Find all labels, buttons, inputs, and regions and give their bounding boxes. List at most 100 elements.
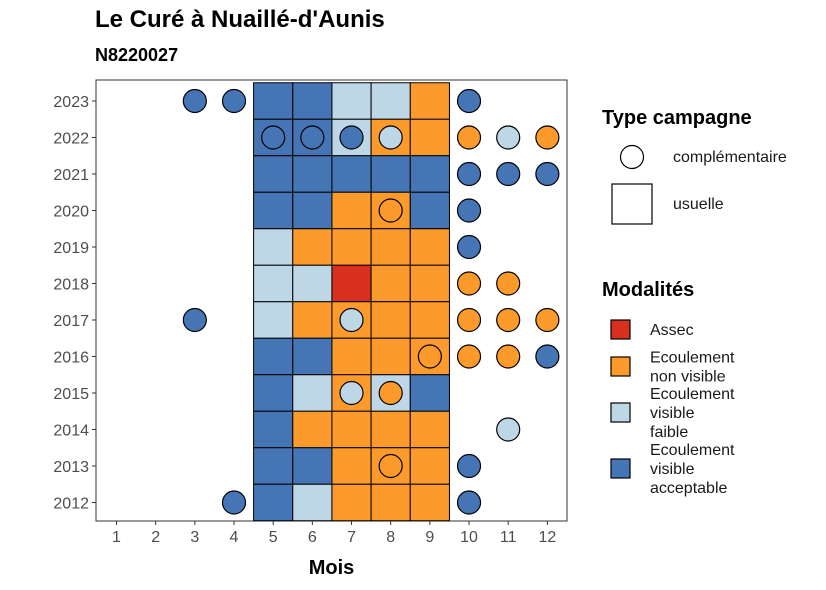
y-tick-label: 2017 [53, 313, 89, 330]
y-tick-label: 2015 [53, 386, 89, 403]
heatmap-tile [410, 156, 449, 193]
legend-modalite-label: visible [650, 461, 695, 478]
heatmap-tile [332, 484, 371, 521]
campaign-point [458, 163, 481, 186]
legend-square-symbol [612, 184, 652, 224]
campaign-point [458, 345, 481, 368]
campaign-point [536, 345, 559, 368]
heatmap-tile [254, 338, 293, 375]
x-tick-label: 7 [347, 529, 356, 546]
heatmap-tile [293, 411, 332, 448]
x-tick-label: 11 [500, 529, 517, 546]
heatmap-tile [371, 484, 410, 521]
x-axis-title: Mois [309, 557, 355, 579]
campaign-point [223, 90, 246, 113]
x-tick-label: 5 [269, 529, 278, 546]
heatmap-tile [332, 265, 371, 302]
legend-swatch [611, 403, 630, 422]
campaign-point [458, 199, 481, 222]
heatmap-tile [410, 83, 449, 120]
heatmap-tile [410, 484, 449, 521]
campaign-point [458, 455, 481, 478]
legend-modalite-label: Assec [650, 322, 694, 339]
legend-title-modalites: Modalités [602, 279, 694, 301]
heatmap-tile [410, 192, 449, 229]
campaign-point [379, 126, 402, 149]
campaign-point [497, 163, 520, 186]
campaign-point [340, 309, 363, 332]
campaign-point [458, 236, 481, 259]
heatmap-tile [332, 448, 371, 485]
campaign-point [301, 126, 324, 149]
x-tick-label: 12 [538, 529, 556, 546]
heatmap-tile [410, 411, 449, 448]
heatmap-tile [293, 156, 332, 193]
x-tick-label: 1 [112, 529, 121, 546]
heatmap-tile [254, 484, 293, 521]
campaign-point [379, 382, 402, 405]
campaign-point [379, 455, 402, 478]
campaign-point [497, 418, 520, 441]
y-tick-label: 2018 [53, 277, 89, 294]
heatmap-tile [332, 411, 371, 448]
heatmap-tile [332, 229, 371, 266]
heatmap-tile [371, 302, 410, 339]
legend-modalite-label: non visible [650, 369, 726, 386]
heatmap-tile [371, 411, 410, 448]
heatmap-tile [254, 156, 293, 193]
campaign-point [536, 309, 559, 332]
legend-swatch [611, 459, 630, 478]
legend-title-type: Type campagne [602, 107, 752, 129]
legend-modalite-label: visible [650, 405, 695, 422]
campaign-point [497, 309, 520, 332]
campaign-point [458, 309, 481, 332]
heatmap-tile [332, 192, 371, 229]
heatmap-tile [293, 229, 332, 266]
x-tick-label: 6 [308, 529, 317, 546]
y-tick-label: 2023 [53, 94, 89, 111]
y-tick-label: 2014 [53, 423, 89, 440]
campaign-point [536, 126, 559, 149]
x-tick-label: 4 [230, 529, 239, 546]
y-tick-label: 2021 [53, 167, 89, 184]
campaign-point [340, 382, 363, 405]
heatmap-tile [293, 338, 332, 375]
campaign-point [458, 272, 481, 295]
y-tick-label: 2020 [53, 204, 89, 221]
y-tick-label: 2012 [53, 496, 89, 513]
campaign-point [340, 126, 363, 149]
legend-modalite-label: acceptable [650, 480, 727, 497]
heatmap-tile [410, 302, 449, 339]
campaign-point [262, 126, 285, 149]
heatmap-tile [254, 229, 293, 266]
heatmap-tile [254, 192, 293, 229]
legend-modalite-label: Ecoulement [650, 386, 735, 403]
legend-type-label: complémentaire [673, 149, 787, 166]
heatmap-tile [293, 302, 332, 339]
heatmap-tile [332, 156, 371, 193]
campaign-point [497, 345, 520, 368]
campaign-point [458, 491, 481, 514]
heatmap-tile [410, 265, 449, 302]
heatmap-tile [410, 119, 449, 156]
campaign-point [223, 491, 246, 514]
campaign-point [458, 126, 481, 149]
campaign-point [497, 126, 520, 149]
x-tick-label: 10 [460, 529, 478, 546]
heatmap-tile [410, 448, 449, 485]
heatmap-tile [332, 83, 371, 120]
heatmap-tile [254, 375, 293, 412]
legend-swatch [611, 357, 630, 376]
x-tick-label: 2 [151, 529, 160, 546]
heatmap-tile [371, 338, 410, 375]
y-tick-label: 2016 [53, 350, 89, 367]
campaign-point [183, 90, 206, 113]
heatmap-tile [371, 83, 410, 120]
heatmap-tile [254, 411, 293, 448]
legend-modalite-label: faible [650, 424, 688, 441]
y-tick-label: 2019 [53, 240, 89, 257]
heatmap-tile [410, 375, 449, 412]
heatmap-tile [293, 484, 332, 521]
legend-modalite-label: Ecoulement [650, 442, 735, 459]
